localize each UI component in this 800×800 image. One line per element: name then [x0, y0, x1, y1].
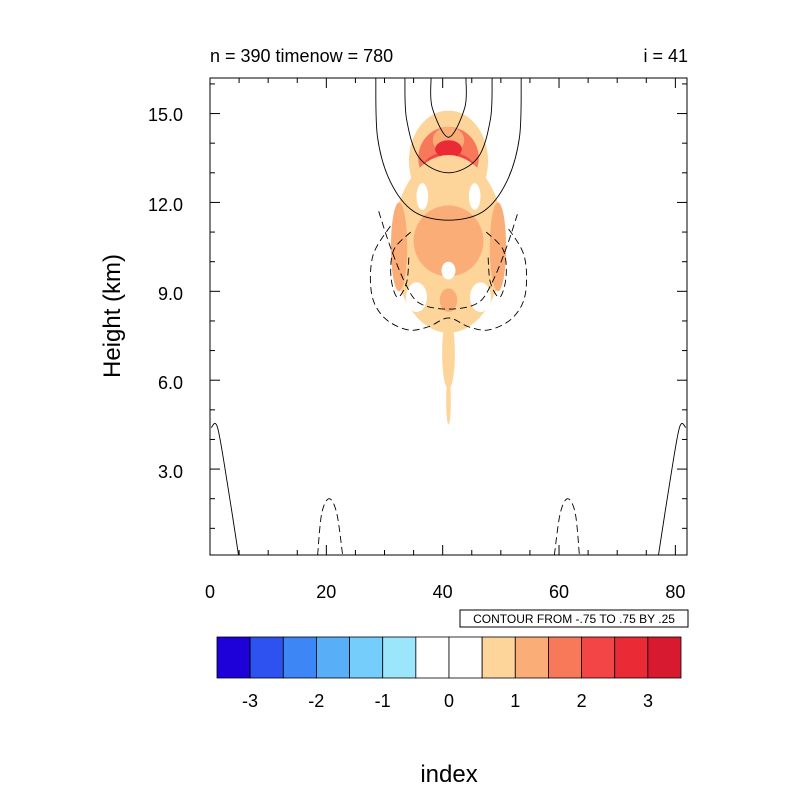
positive-contour-2: [430, 78, 467, 138]
shaded-region-8: [489, 202, 507, 292]
shaded-region-10: [442, 317, 455, 390]
colorbar-box-5: [382, 636, 417, 679]
colorbar-tick-labels: -3 -2 -1 0 1 2 3: [242, 691, 653, 711]
y-tick-label-3: 3.0: [158, 462, 183, 482]
negative-contour-0: [378, 211, 519, 310]
shaded-region-7: [390, 202, 408, 292]
colorbar-title: index: [420, 761, 477, 788]
contour-lines: [210, 78, 687, 555]
colorbar-box-4: [349, 636, 384, 679]
negative-contour-3: [485, 231, 507, 298]
negative-contour-1: [369, 225, 528, 331]
colorbar-box-1: [249, 636, 284, 679]
y-tick-label-12: 12.0: [148, 195, 183, 215]
negative-contour-4: [317, 498, 344, 555]
shaded-region-6: [413, 205, 484, 277]
colorbar-label-1: 1: [510, 691, 520, 711]
positive-contour-0: [375, 78, 522, 221]
colorbar-box-9: [514, 636, 549, 679]
shaded-region-9: [439, 288, 458, 313]
colorbar-box-6: [415, 636, 450, 679]
colorbar-box-2: [282, 636, 317, 679]
shaded-field: [382, 110, 515, 425]
x-tick-label-20: 20: [316, 582, 336, 602]
unshaded-gap-2: [406, 282, 427, 313]
shaded-region-4: [435, 140, 462, 158]
colorbar-label-0: 0: [444, 691, 454, 711]
colorbar-box-3: [316, 636, 350, 679]
unshaded-gap-4: [441, 261, 456, 280]
x-tick-label-40: 40: [433, 582, 453, 602]
x-tick-label-80: 80: [665, 582, 685, 602]
colorbar-label-neg3: -3: [242, 691, 258, 711]
plot-frame: [209, 77, 688, 556]
colorbar-label-3: 3: [643, 691, 653, 711]
x-tick-labels: 0 20 40 60 80: [205, 582, 685, 602]
unshaded-gap-0: [416, 183, 429, 210]
colorbar: [216, 636, 682, 679]
y-tick-label-9: 9.0: [158, 284, 183, 304]
negative-contour-2: [390, 231, 412, 298]
contour-info-box: CONTOUR FROM -.75 TO .75 BY .25: [459, 609, 689, 628]
y-tick-labels: 3.0 6.0 9.0 12.0 15.0: [148, 105, 183, 482]
unshaded-gap-5: [382, 208, 390, 256]
negative-contour-5: [553, 498, 580, 555]
unshaded-gap-1: [468, 183, 481, 210]
colorbar-box-11: [581, 636, 616, 679]
y-axis-label: Height (km): [99, 254, 126, 378]
x-tick-label-60: 60: [549, 582, 569, 602]
colorbar-label-2: 2: [577, 691, 587, 711]
y-tick-label-6: 6.0: [158, 373, 183, 393]
positive-contour-4: [658, 423, 687, 555]
unshaded-gap-3: [470, 282, 491, 313]
colorbar-box-12: [614, 636, 649, 679]
shaded-region-11: [446, 377, 451, 425]
colorbar-box-8: [481, 636, 516, 679]
axis-ticks: [209, 78, 687, 555]
title-left: n = 390 timenow = 780: [210, 46, 393, 66]
colorbar-label-neg2: -2: [308, 691, 324, 711]
y-tick-label-15: 15.0: [148, 105, 183, 125]
positive-contour-1: [404, 78, 493, 174]
colorbar-box-7: [448, 636, 483, 679]
contour-info-frame: [459, 609, 689, 628]
colorbar-label-neg1: -1: [375, 691, 391, 711]
colorbar-box-0: [216, 636, 251, 679]
title-right: i = 41: [643, 46, 688, 66]
colorbar-box-13: [647, 636, 682, 679]
x-tick-label-0: 0: [205, 582, 215, 602]
positive-contour-3: [210, 423, 239, 555]
colorbar-box-10: [548, 636, 582, 679]
contour-info-text: CONTOUR FROM -.75 TO .75 BY .25: [473, 612, 675, 626]
